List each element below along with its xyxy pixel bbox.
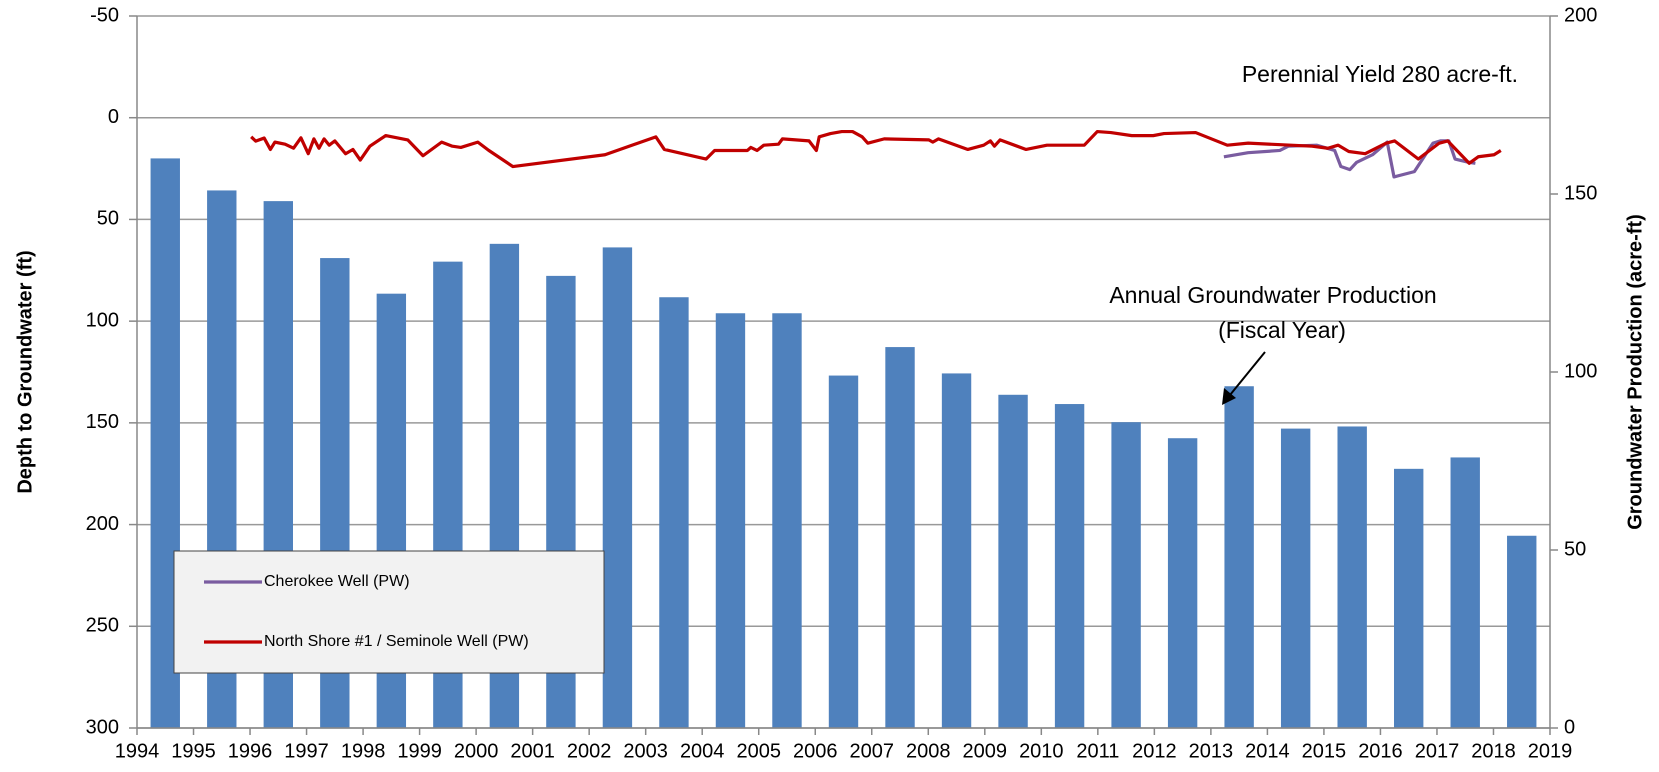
x-tick-label: 1998: [341, 740, 386, 762]
x-tick-label: 2003: [623, 740, 668, 762]
x-tick-label: 1999: [397, 740, 442, 762]
x-tick-label: 2019: [1528, 740, 1573, 762]
bar: [1507, 535, 1537, 728]
annotation-arrow: [1229, 351, 1266, 396]
x-tick-label: 2004: [680, 740, 725, 762]
x-tick-label: 2016: [1358, 740, 1403, 762]
x-tick-label: 1996: [228, 740, 273, 762]
legend-box: [173, 550, 605, 674]
bar: [941, 373, 972, 728]
x-tick-label: 2007: [850, 740, 895, 762]
x-tick-label: 2008: [906, 740, 951, 762]
annotation: Perennial Yield 280 acre-ft.: [1242, 61, 1518, 87]
y-tick-label: 0: [108, 106, 119, 128]
bar: [828, 375, 859, 728]
bar: [885, 347, 915, 728]
y2-tick-label: 200: [1564, 4, 1597, 26]
y-tick-label: 200: [86, 513, 119, 535]
y2-tick-label: 50: [1564, 538, 1586, 560]
x-tick-label: 2017: [1415, 740, 1460, 762]
y2-axis-label: Groundwater Production (acre-ft): [1624, 214, 1646, 530]
bar: [659, 297, 689, 728]
y-tick-label: 150: [86, 411, 119, 433]
bar: [772, 313, 802, 728]
bar: [998, 394, 1028, 728]
bar: [1167, 438, 1198, 728]
y-tick-label: 250: [86, 615, 119, 637]
y-tick-label: 300: [86, 716, 119, 738]
bar: [602, 247, 633, 728]
x-tick-label: 2010: [1019, 740, 1064, 762]
annotation: (Fiscal Year): [1218, 317, 1346, 343]
x-tick-label: 2001: [510, 740, 555, 762]
arrow-head: [1222, 388, 1236, 405]
x-tick-label: 2006: [793, 740, 838, 762]
y2-tick-label: 150: [1564, 182, 1597, 204]
y-tick-label: 100: [86, 309, 119, 331]
x-tick-label: 1995: [171, 740, 216, 762]
x-tick-label: 1994: [115, 740, 160, 762]
series-line: [250, 129, 1502, 169]
x-tick-label: 2013: [1189, 740, 1234, 762]
x-tick-label: 2012: [1132, 740, 1177, 762]
x-tick-label: 2005: [736, 740, 781, 762]
y-tick-label: -50: [90, 4, 119, 26]
x-tick-label: 1997: [284, 740, 329, 762]
y-tick-label: 50: [97, 208, 119, 230]
legend: Cherokee Well (PW) North Shore #1 / Semin…: [173, 550, 605, 674]
x-tick-label: 2018: [1471, 740, 1516, 762]
y2-tick-label: 0: [1564, 716, 1575, 738]
x-tick-label: 2002: [567, 740, 612, 762]
x-tick-label: 2009: [963, 740, 1008, 762]
x-tick-label: 2015: [1302, 740, 1347, 762]
legend-label: Cherokee Well (PW): [264, 573, 410, 590]
x-tick-label: 2014: [1245, 740, 1290, 762]
x-tick-label: 2000: [454, 740, 499, 762]
x-tick-label: 2011: [1076, 740, 1119, 762]
bar: [1337, 426, 1367, 728]
legend-label: North Shore #1 / Seminole Well (PW): [264, 633, 529, 650]
bar: [1054, 404, 1085, 728]
bar: [1280, 428, 1311, 728]
bar: [1111, 422, 1141, 728]
bar: [715, 313, 746, 728]
annotation: Annual Groundwater Production: [1109, 282, 1436, 308]
y2-tick-label: 100: [1564, 360, 1597, 382]
bar: [1394, 468, 1424, 728]
y-axis-label: Depth to Groundwater (ft): [14, 250, 36, 493]
bar: [1224, 386, 1254, 728]
bar: [1450, 457, 1480, 728]
